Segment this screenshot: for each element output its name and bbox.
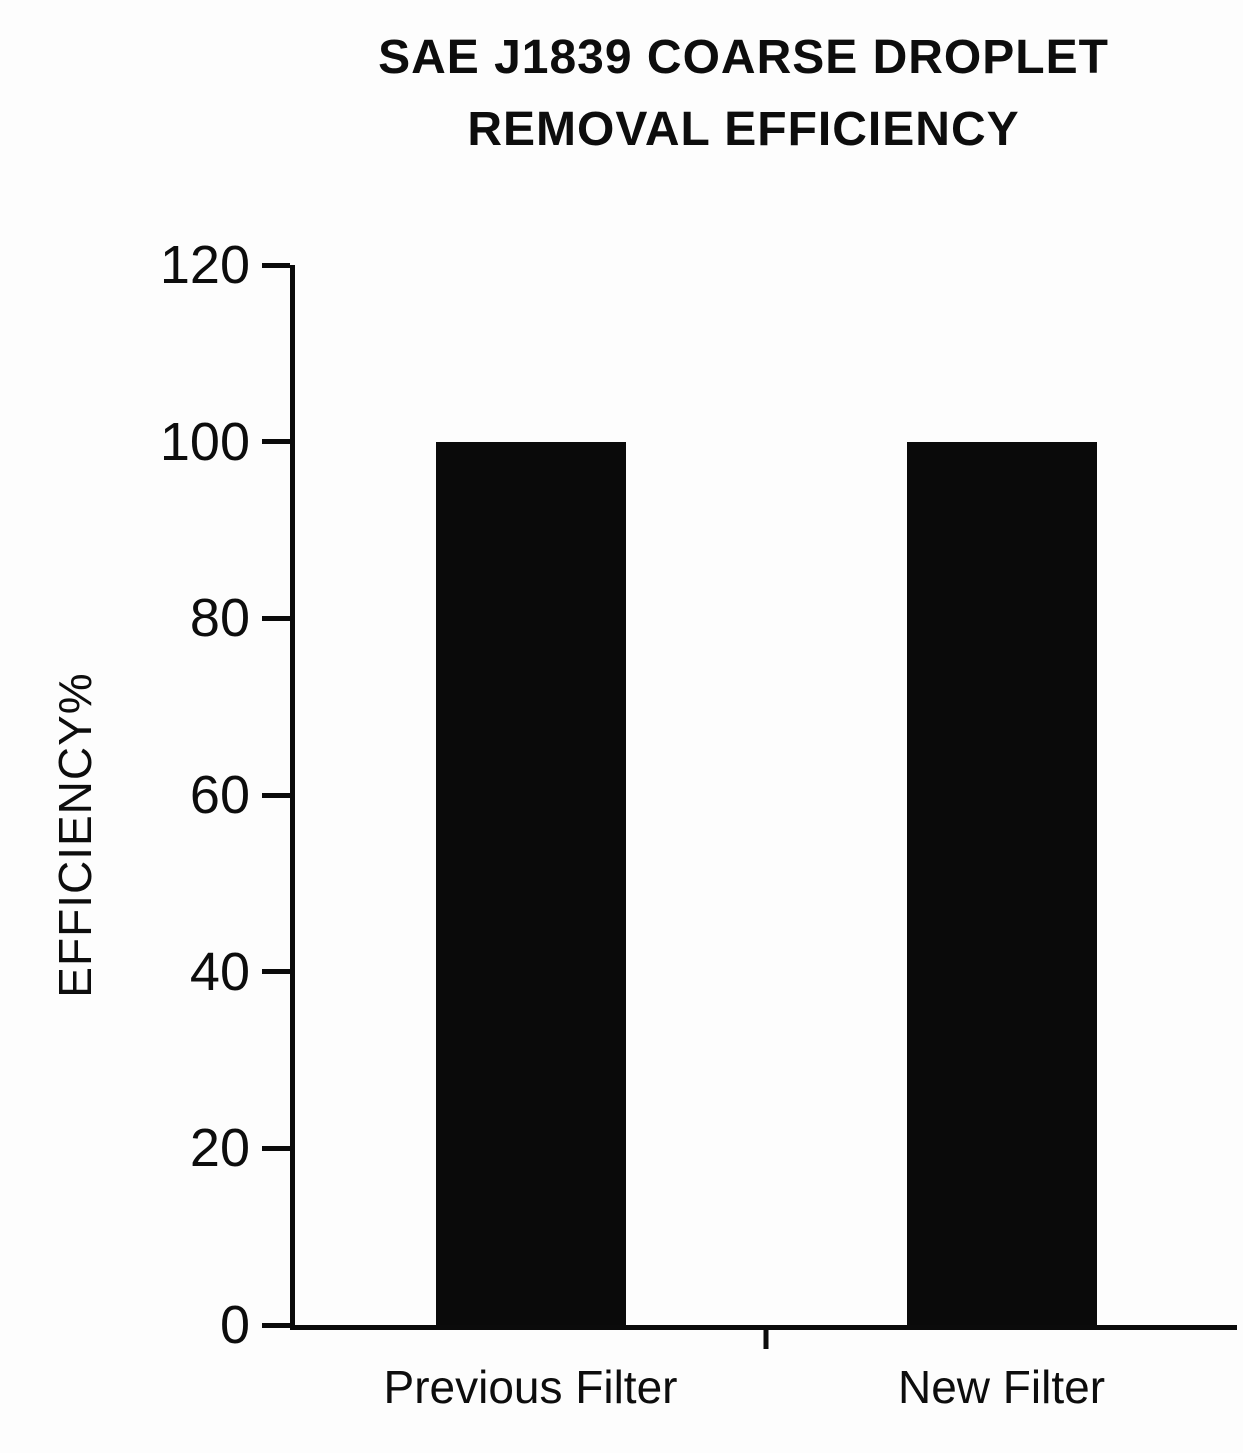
y-tick-label: 100: [159, 411, 250, 472]
x-axis-labels: Previous Filter New Filter: [295, 1360, 1237, 1414]
bar-slot: [766, 265, 1237, 1325]
y-tick-mark: [262, 969, 290, 975]
y-tick-mark: [262, 615, 290, 621]
y-tick-label: 80: [189, 588, 250, 649]
y-tick-mark: [262, 439, 290, 445]
y-tick-mark: [262, 262, 290, 268]
y-tick-label: 20: [189, 1118, 250, 1179]
y-tick-mark: [262, 792, 290, 798]
plot-area: 0 20 40 60 80 100 120: [160, 238, 1237, 1352]
y-tick-label: 60: [189, 765, 250, 825]
chart-title-line-2: REMOVAL EFFICIENCY: [467, 103, 1020, 156]
y-tick-label: 0: [219, 1295, 250, 1355]
y-tick-mark: [262, 1145, 290, 1151]
bar-previous-filter: [435, 441, 626, 1325]
x-axis-tick: [763, 1325, 769, 1349]
bars-row: [295, 265, 1237, 1325]
y-axis-title: EFFICIENCY%: [49, 672, 101, 998]
y-tick-mark: [262, 1322, 290, 1328]
bar-new-filter: [906, 441, 1097, 1325]
x-category-label: Previous Filter: [383, 1361, 678, 1413]
chart-title-line-1: SAE J1839 COARSE DROPLET: [378, 31, 1109, 84]
y-tick-label: 120: [159, 235, 250, 295]
y-tick-label: 40: [189, 941, 250, 1002]
x-category-label: New Filter: [897, 1361, 1106, 1413]
bar-slot: [295, 265, 766, 1325]
chart-title: SAE J1839 COARSE DROPLET REMOVAL EFFICIE…: [250, 22, 1237, 166]
